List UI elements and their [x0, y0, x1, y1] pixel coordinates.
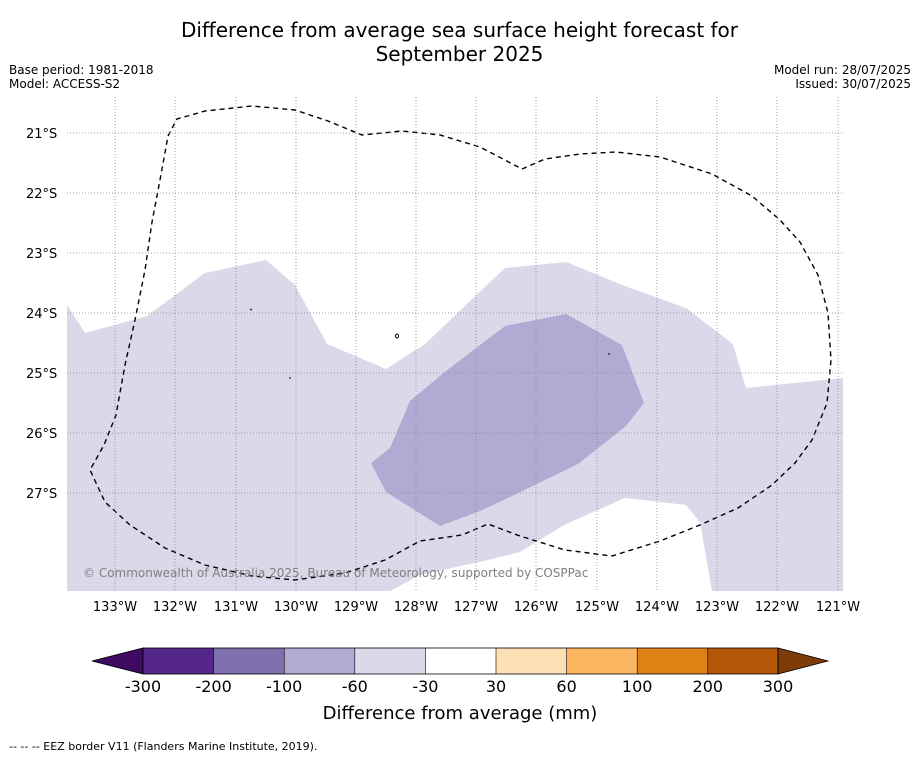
- eez-footnote: -- -- -- EEZ border V11 (Flanders Marine…: [9, 740, 318, 753]
- run-info: Model run: 28/07/2025 Issued: 30/07/2025: [774, 63, 911, 91]
- map-area: [67, 97, 843, 591]
- colorbar-tick: -60: [342, 677, 368, 696]
- colorbar-tick: 60: [556, 677, 576, 696]
- colorbar-label: Difference from average (mm): [323, 703, 598, 724]
- lon-label: 124°W: [635, 600, 679, 615]
- lon-label: 125°W: [575, 600, 619, 615]
- colorbar-segment: [707, 648, 778, 674]
- colorbar-segment: [213, 648, 285, 674]
- issued-text: Issued: 30/07/2025: [795, 77, 911, 91]
- lat-label: 24°S: [26, 307, 57, 322]
- title-line-2: September 2025: [375, 42, 544, 66]
- latitude-labels: 21°S 22°S 23°S 24°S 25°S 26°S 27°S: [26, 127, 57, 502]
- lat-label: 27°S: [26, 487, 57, 502]
- colorbar-extend-high: [777, 647, 830, 675]
- colorbar: -300 -200 -100 -60 -30 30 60 100 200 300…: [91, 647, 830, 724]
- lon-label: 121°W: [816, 600, 860, 615]
- islands: [249, 308, 610, 379]
- lon-label: 129°W: [334, 600, 378, 615]
- lon-label: 123°W: [695, 600, 739, 615]
- colorbar-ticks: -300 -200 -100 -60 -30 30 60 100 200 300: [125, 677, 793, 696]
- lat-label: 23°S: [26, 247, 57, 262]
- lat-label: 25°S: [26, 367, 57, 382]
- anomaly-region-dark: [371, 314, 644, 526]
- longitude-labels: 133°W 132°W 131°W 130°W 129°W 128°W 127°…: [93, 600, 860, 615]
- colorbar-segment: [143, 648, 214, 674]
- colorbar-segment: [354, 648, 426, 674]
- model-run-text: Model run: 28/07/2025: [773, 63, 911, 77]
- lon-label: 132°W: [153, 600, 197, 615]
- colorbar-extend-low: [91, 647, 144, 675]
- lon-label: 126°W: [514, 600, 558, 615]
- eez-border: [89, 105, 832, 581]
- lon-label: 127°W: [454, 600, 498, 615]
- colorbar-tick: 300: [763, 677, 794, 696]
- lon-label: 131°W: [214, 600, 258, 615]
- colorbar-outline: [142, 647, 779, 675]
- lon-label: 133°W: [93, 600, 137, 615]
- colorbar-tick: 100: [622, 677, 653, 696]
- model-name-text: Model: ACCESS-S2: [9, 77, 121, 91]
- colorbar-tick: 30: [486, 677, 506, 696]
- lon-label: 128°W: [394, 600, 438, 615]
- colorbar-dividers: [213, 648, 709, 674]
- colorbar-segment: [496, 648, 567, 674]
- colorbar-segment: [637, 648, 708, 674]
- colorbar-tick: -200: [195, 677, 231, 696]
- colorbar-segment: [566, 648, 638, 674]
- colorbar-tick: -30: [412, 677, 438, 696]
- colorbar-tick: -100: [266, 677, 302, 696]
- copyright-text: © Commonwealth of Australia 2025, Bureau…: [83, 566, 588, 580]
- map-title: Difference from average sea surface heig…: [0, 18, 919, 66]
- lon-label: 122°W: [755, 600, 799, 615]
- lat-label: 21°S: [26, 127, 57, 142]
- gridlines: [67, 97, 843, 591]
- model-info: Base period: 1981-2018 Model: ACCESS-S2: [9, 63, 154, 91]
- colorbar-tick: 200: [693, 677, 724, 696]
- title-line-1: Difference from average sea surface heig…: [180, 18, 739, 42]
- colorbar-tick: -300: [125, 677, 161, 696]
- lat-label: 26°S: [26, 427, 57, 442]
- colorbar-segment: [284, 648, 355, 674]
- lat-label: 22°S: [26, 187, 57, 202]
- lon-label: 130°W: [274, 600, 318, 615]
- base-period-text: Base period: 1981-2018: [9, 63, 154, 77]
- colorbar-segment: [425, 648, 496, 674]
